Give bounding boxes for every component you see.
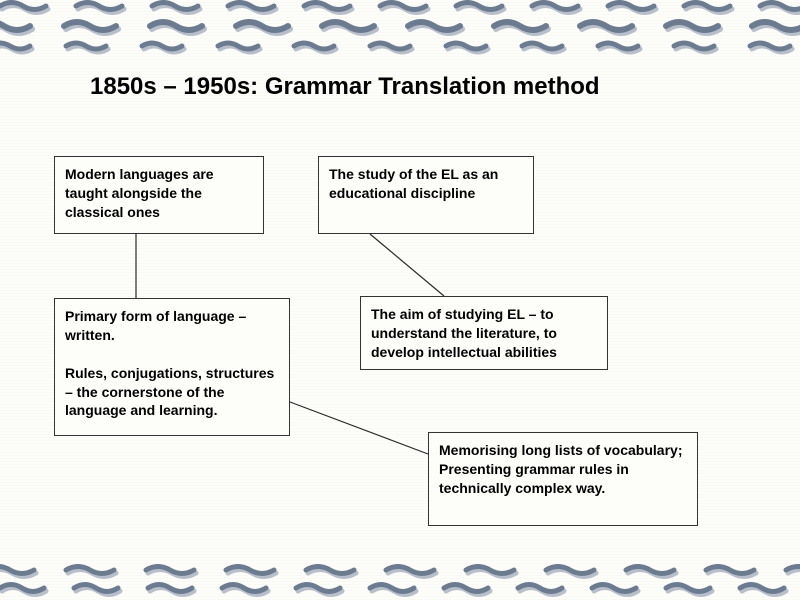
box-primary-form-written: Primary form of language – written. Rule… [54, 298, 290, 436]
decor-top [0, 0, 800, 56]
box-study-el-discipline: The study of the EL as an educational di… [318, 156, 534, 234]
decor-bottom [0, 564, 800, 600]
box-memorising-vocab: Memorising long lists of vocabulary; Pre… [428, 432, 698, 526]
box-aim-of-studying: The aim of studying EL – to understand t… [360, 296, 608, 370]
slide-title: 1850s – 1950s: Grammar Translation metho… [90, 72, 610, 102]
box-modern-languages: Modern languages are taught alongside th… [54, 156, 264, 234]
